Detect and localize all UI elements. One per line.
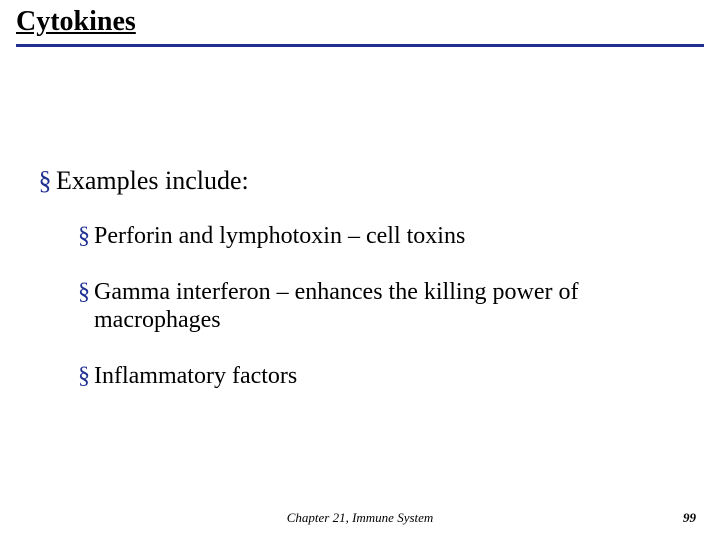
bullet-l1-0-text: Examples include: bbox=[56, 166, 704, 196]
bullet-l2-0-text: Perforin and lymphotoxin – cell toxins bbox=[94, 222, 688, 250]
slide: Cytokines § Examples include: § Perforin… bbox=[0, 0, 720, 540]
title-rule bbox=[16, 44, 704, 47]
bullet-marker-icon: § bbox=[74, 362, 94, 390]
bullet-l2-2-text: Inflammatory factors bbox=[94, 362, 688, 390]
bullet-marker-icon: § bbox=[74, 278, 94, 306]
bullet-marker-icon: § bbox=[34, 166, 56, 196]
bullet-l2-2: § Inflammatory factors bbox=[74, 362, 688, 390]
page-number: 99 bbox=[683, 510, 696, 526]
bullet-l1-0: § Examples include: bbox=[34, 166, 704, 196]
bullet-l2-1-text: Gamma interferon – enhances the killing … bbox=[94, 278, 688, 334]
bullet-l2-1: § Gamma interferon – enhances the killin… bbox=[74, 278, 688, 334]
bullet-l2-0: § Perforin and lymphotoxin – cell toxins bbox=[74, 222, 688, 250]
bullet-marker-icon: § bbox=[74, 222, 94, 250]
slide-title: Cytokines bbox=[16, 6, 136, 38]
footer-text: Chapter 21, Immune System bbox=[0, 510, 720, 526]
